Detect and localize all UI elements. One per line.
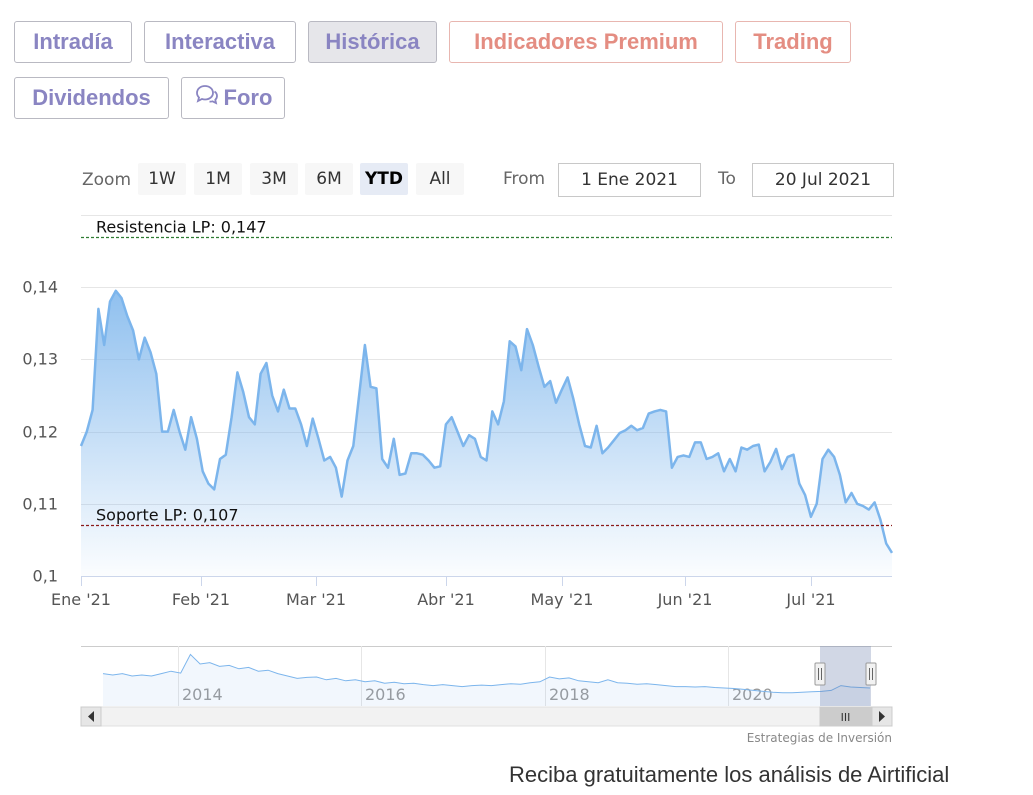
- navigator-handle: [814, 662, 826, 686]
- navigator-selection: [820, 646, 871, 706]
- x-tick-label: Feb '21: [172, 590, 230, 609]
- chart-credit: Estrategias de Inversión: [747, 731, 892, 745]
- tab-label: Indicadores Premium: [474, 29, 698, 54]
- tab-label: Trading: [753, 29, 833, 54]
- zoom-label: Zoom: [82, 170, 132, 190]
- tab-label: Foro: [223, 85, 273, 110]
- to-label: To: [718, 169, 736, 189]
- x-tick-label: May '21: [531, 590, 594, 609]
- x-tick-label: Jun '21: [657, 590, 713, 609]
- annotations: Resistencia LP: 0,147 Soporte LP: 0,107: [81, 218, 892, 527]
- x-tick-label: Ene '21: [51, 590, 111, 609]
- scrollbar-track: [80, 706, 893, 727]
- navigator-handle: [865, 662, 877, 686]
- scrollbar-thumb: [819, 706, 872, 727]
- tab-trading[interactable]: Trading: [735, 21, 851, 63]
- tab-interactiva[interactable]: Interactiva: [144, 21, 296, 63]
- x-tick-label: Abr '21: [417, 590, 475, 609]
- tab-label: Intradía: [33, 29, 113, 54]
- y-tick-label: 0,12: [22, 423, 58, 442]
- series-area-fill: [81, 290, 892, 576]
- zoom-3m-button[interactable]: 3M: [250, 163, 298, 195]
- navigator-tick-label: 2020: [732, 685, 773, 704]
- navigator-line: [102, 653, 871, 694]
- x-tick-label: Mar '21: [286, 590, 346, 609]
- navigator-background: [81, 646, 892, 706]
- tab-historica[interactable]: Histórica: [308, 21, 437, 63]
- navigator-tick-label: 2016: [365, 685, 406, 704]
- chat-bubbles-icon: [194, 84, 218, 112]
- annotation-label: Resistencia LP: 0,147: [96, 218, 267, 237]
- tab-indicadores-premium[interactable]: Indicadores Premium: [449, 21, 723, 63]
- zoom-ytd-button[interactable]: YTD: [360, 163, 408, 195]
- range-selector: Zoom 1W 1M 3M 6M YTD All From 1 Ene 2021…: [80, 162, 900, 198]
- tab-label: Interactiva: [164, 29, 276, 54]
- from-label: From: [503, 169, 546, 189]
- y-axis: 0,1 0,11 0,12 0,13 0,14: [22, 278, 58, 586]
- y-tick-label: 0,1: [33, 567, 58, 586]
- arrow-right-icon: [879, 711, 885, 722]
- navigator-area-fill: [103, 654, 870, 706]
- tab-intradia[interactable]: Intradía: [14, 21, 132, 63]
- x-tick-label: Jul '21: [785, 590, 835, 609]
- zoom-1w-button[interactable]: 1W: [138, 163, 186, 195]
- footer-text: Reciba gratuitamente los análisis de Air…: [509, 762, 950, 787]
- y-tick-label: 0,11: [22, 495, 58, 514]
- navigator-tick-label: 2014: [182, 685, 223, 704]
- y-tick-label: 0,14: [22, 278, 58, 297]
- tab-label: Dividendos: [32, 85, 151, 110]
- series-line: [79, 289, 894, 554]
- scrollbar-right-button: [871, 706, 893, 727]
- navigator-tick-label: 2018: [549, 685, 590, 704]
- tab-dividendos[interactable]: Dividendos: [14, 77, 169, 119]
- tab-foro[interactable]: Foro: [181, 77, 285, 119]
- zoom-6m-button[interactable]: 6M: [305, 163, 353, 195]
- from-date-input[interactable]: 1 Ene 2021: [558, 163, 701, 197]
- y-tick-label: 0,13: [22, 350, 58, 369]
- series-area: [79, 289, 894, 576]
- zoom-1m-button[interactable]: 1M: [194, 163, 242, 195]
- arrow-left-icon: [88, 711, 94, 722]
- x-axis: Ene '21 Feb '21 Mar '21 Abr '21 May '21 Jun '…: [51, 576, 892, 609]
- chart-grid: [81, 215, 892, 577]
- to-date-input[interactable]: 20 Jul 2021: [752, 163, 894, 197]
- zoom-all-button[interactable]: All: [416, 163, 464, 195]
- tab-label: Histórica: [325, 29, 420, 54]
- scrollbar-left-button: [80, 706, 102, 727]
- annotation-label: Soporte LP: 0,107: [96, 506, 239, 525]
- scrollbar-grip: III: [841, 711, 851, 724]
- tab-bar: Intradía Interactiva Histórica Indicador…: [0, 0, 1033, 130]
- navigator: 2014 2016 2018 2020 III: [80, 646, 893, 727]
